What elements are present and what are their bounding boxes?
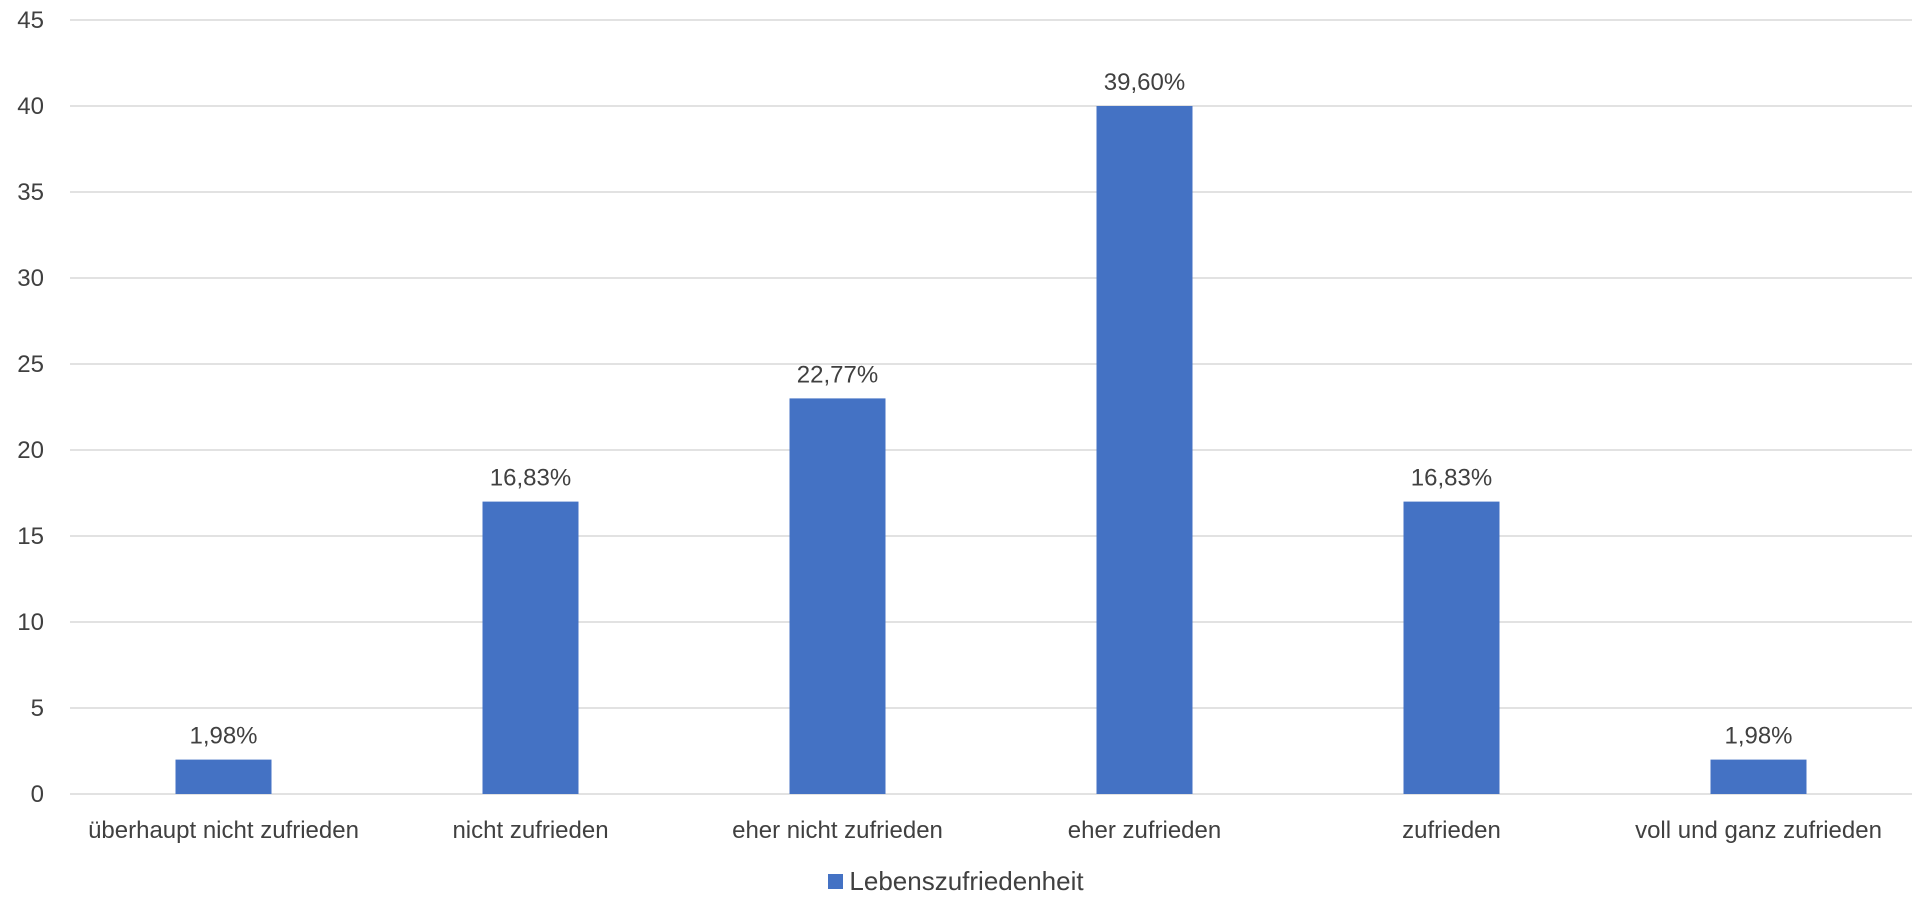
x-tick-label: überhaupt nicht zufrieden — [88, 817, 359, 844]
bar — [175, 759, 272, 794]
gridlines — [70, 19, 1912, 795]
bar — [1710, 759, 1807, 794]
data-label: 22,77% — [797, 361, 878, 388]
y-tick-label: 25 — [17, 351, 44, 378]
x-axis-ticks: überhaupt nicht zufrieden nicht zufrieden… — [88, 817, 1882, 844]
y-tick-label: 15 — [17, 523, 44, 550]
y-tick-label: 30 — [17, 265, 44, 292]
data-labels: 1,98% 16,83% 22,77% 39,60% 16,83% 1,98% — [189, 69, 1792, 750]
bar — [789, 398, 886, 794]
bar — [1096, 106, 1193, 794]
y-tick-label: 40 — [17, 93, 44, 120]
bars — [175, 106, 1807, 794]
x-tick-label: zufrieden — [1402, 817, 1501, 844]
x-tick-label: eher nicht zufrieden — [732, 817, 943, 844]
data-label: 16,83% — [490, 465, 571, 492]
data-label: 16,83% — [1411, 465, 1492, 492]
y-tick-label: 35 — [17, 179, 44, 206]
x-tick-label: nicht zufrieden — [452, 817, 608, 844]
y-tick-label: 20 — [17, 437, 44, 464]
data-label: 1,98% — [189, 723, 257, 750]
bar — [482, 501, 579, 794]
x-tick-label: voll und ganz zufrieden — [1635, 817, 1882, 844]
legend-label: Lebenszufriedenheit — [849, 866, 1084, 896]
y-tick-label: 45 — [17, 7, 44, 34]
data-label: 39,60% — [1104, 69, 1185, 96]
y-tick-label: 5 — [31, 695, 44, 722]
data-label: 1,98% — [1724, 723, 1792, 750]
y-axis-ticks: 0 5 10 15 20 25 30 35 40 45 — [17, 7, 44, 808]
legend: Lebenszufriedenheit — [0, 866, 1912, 897]
y-tick-label: 0 — [31, 781, 44, 808]
y-tick-label: 10 — [17, 609, 44, 636]
legend-swatch — [828, 874, 844, 889]
x-tick-label: eher zufrieden — [1068, 817, 1221, 844]
bar — [1403, 501, 1500, 794]
